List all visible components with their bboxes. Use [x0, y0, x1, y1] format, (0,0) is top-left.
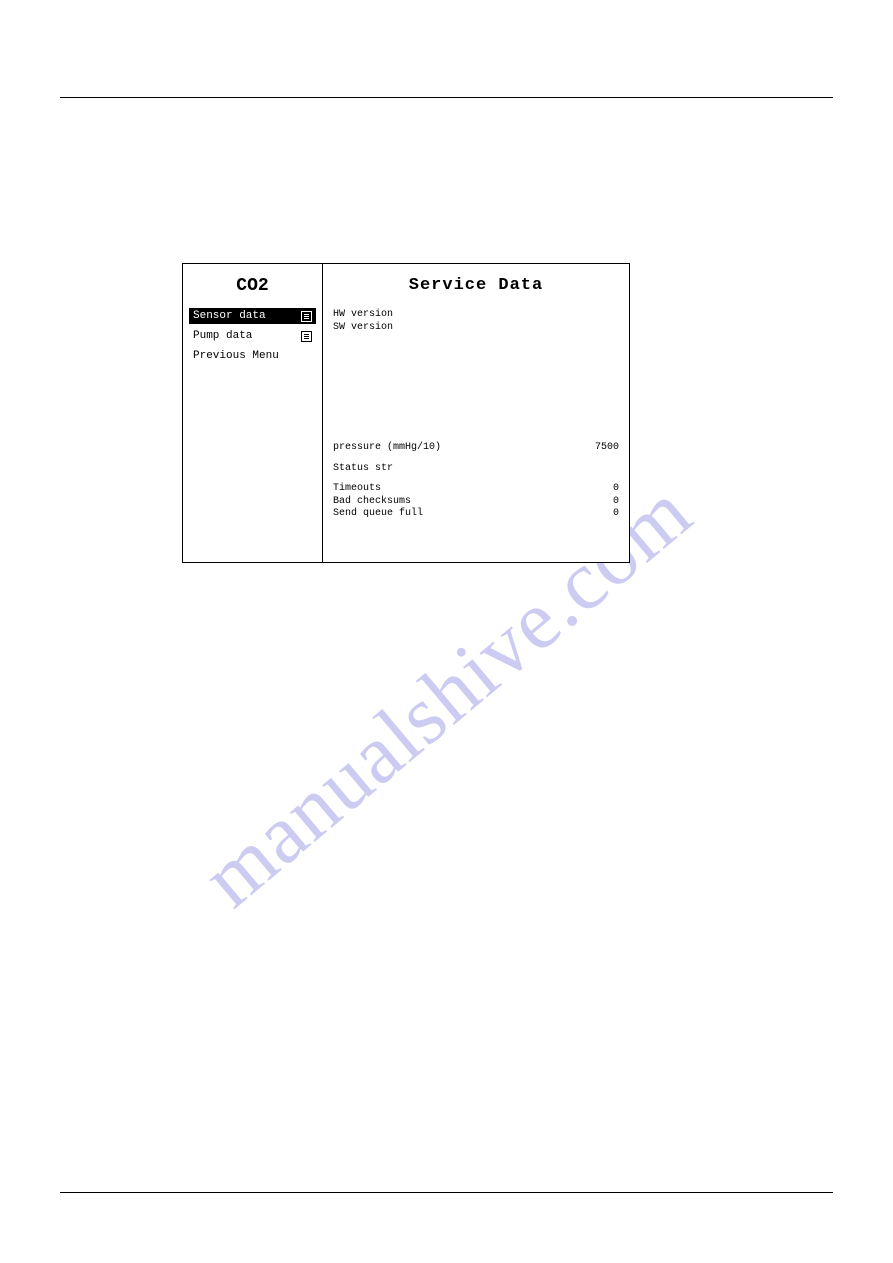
kv-row: Bad checksums 0 — [333, 496, 619, 509]
kv-row: pressure (mmHg/10) 7500 — [333, 442, 619, 455]
menu-item-sensor-data[interactable]: Sensor data — [189, 308, 316, 324]
kv-row: Status str — [333, 463, 619, 476]
bottom-rule — [60, 1192, 833, 1193]
kv-key: Timeouts — [333, 483, 381, 496]
kv-key: Bad checksums — [333, 496, 411, 509]
content-title: Service Data — [333, 276, 619, 295]
content-pane: Service Data HW version SW version press… — [323, 264, 629, 562]
block-readings: pressure (mmHg/10) 7500 Status str Timeo… — [333, 442, 619, 521]
block-versions: HW version SW version — [333, 309, 619, 334]
kv-key: HW version — [333, 309, 393, 322]
kv-key: Status str — [333, 463, 393, 476]
page: manualshive.com CO2 Sensor data Pump dat… — [0, 0, 893, 1263]
sidebar-title: CO2 — [189, 276, 316, 296]
menu-item-previous-menu[interactable]: Previous Menu — [189, 348, 316, 364]
kv-row: Send queue full 0 — [333, 508, 619, 521]
kv-row: HW version — [333, 309, 619, 322]
sidebar: CO2 Sensor data Pump data Previous Menu — [183, 264, 323, 562]
submenu-icon — [301, 331, 312, 342]
block-errors: Timeouts 0 Bad checksums 0 Send queue fu… — [333, 483, 619, 521]
menu-item-pump-data[interactable]: Pump data — [189, 328, 316, 344]
menu-item-label: Previous Menu — [193, 350, 279, 362]
co2-panel: CO2 Sensor data Pump data Previous Menu … — [182, 263, 630, 563]
kv-value: 0 — [579, 483, 619, 496]
kv-key: pressure (mmHg/10) — [333, 442, 441, 455]
kv-value: 0 — [579, 508, 619, 521]
kv-key: Send queue full — [333, 508, 423, 521]
menu-item-label: Pump data — [193, 330, 252, 342]
kv-value: 0 — [579, 496, 619, 509]
submenu-icon — [301, 311, 312, 322]
kv-value — [579, 322, 619, 335]
kv-value: 7500 — [579, 442, 619, 455]
kv-value — [579, 309, 619, 322]
kv-row: Timeouts 0 — [333, 483, 619, 496]
block-status: Status str — [333, 463, 619, 476]
kv-value — [579, 463, 619, 476]
menu-item-label: Sensor data — [193, 310, 266, 322]
kv-key: SW version — [333, 322, 393, 335]
kv-row: SW version — [333, 322, 619, 335]
top-rule — [60, 97, 833, 98]
